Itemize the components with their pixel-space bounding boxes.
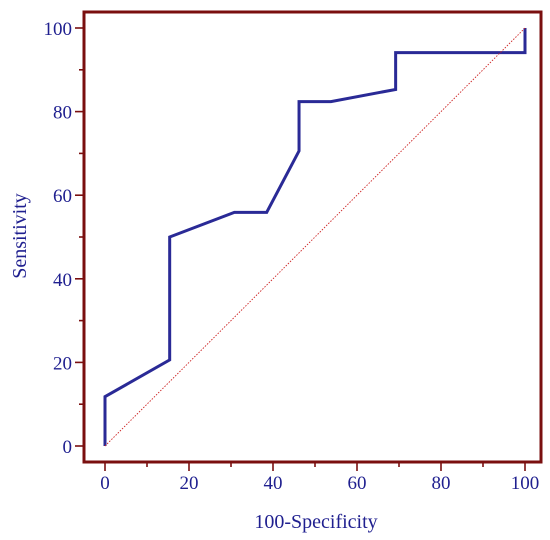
y-tick-label: 0 <box>63 437 73 458</box>
x-tick-label: 0 <box>100 473 110 494</box>
y-tick-label: 80 <box>53 103 72 124</box>
diagonal-reference-line <box>104 27 526 447</box>
y-tick-label: 40 <box>53 270 72 291</box>
x-tick-label: 100 <box>511 473 540 494</box>
x-tick-label: 40 <box>264 473 283 494</box>
x-tick-label: 60 <box>348 473 367 494</box>
plot-frame <box>82 10 543 464</box>
x-tick-label: 80 <box>432 473 451 494</box>
y-tick-label: 20 <box>53 353 72 374</box>
x-tick-label: 20 <box>180 473 199 494</box>
roc-curve-line <box>103 28 527 446</box>
y-tick-label: 60 <box>53 186 72 207</box>
y-axis-title: Sensitivity <box>9 193 31 279</box>
y-tick-label: 100 <box>44 19 73 40</box>
x-axis-title: 100-Specificity <box>254 511 377 533</box>
